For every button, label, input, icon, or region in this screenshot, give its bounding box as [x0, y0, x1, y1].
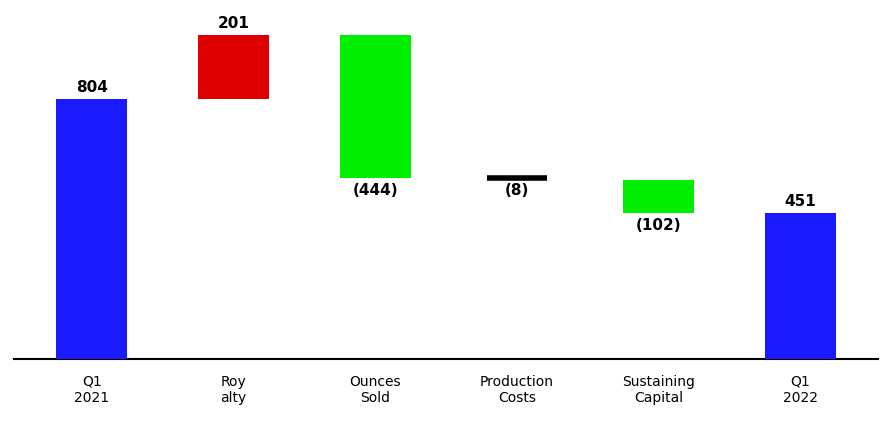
Text: 201: 201	[218, 16, 250, 31]
Bar	[624, 180, 694, 213]
Text: 451: 451	[784, 194, 816, 209]
Text: (8): (8)	[505, 183, 529, 198]
Bar	[340, 35, 410, 178]
Bar	[56, 99, 128, 359]
Text: (102): (102)	[636, 218, 681, 233]
Text: 804: 804	[76, 80, 108, 95]
Text: (444): (444)	[352, 183, 398, 198]
Bar	[198, 35, 268, 99]
Bar	[764, 213, 836, 359]
